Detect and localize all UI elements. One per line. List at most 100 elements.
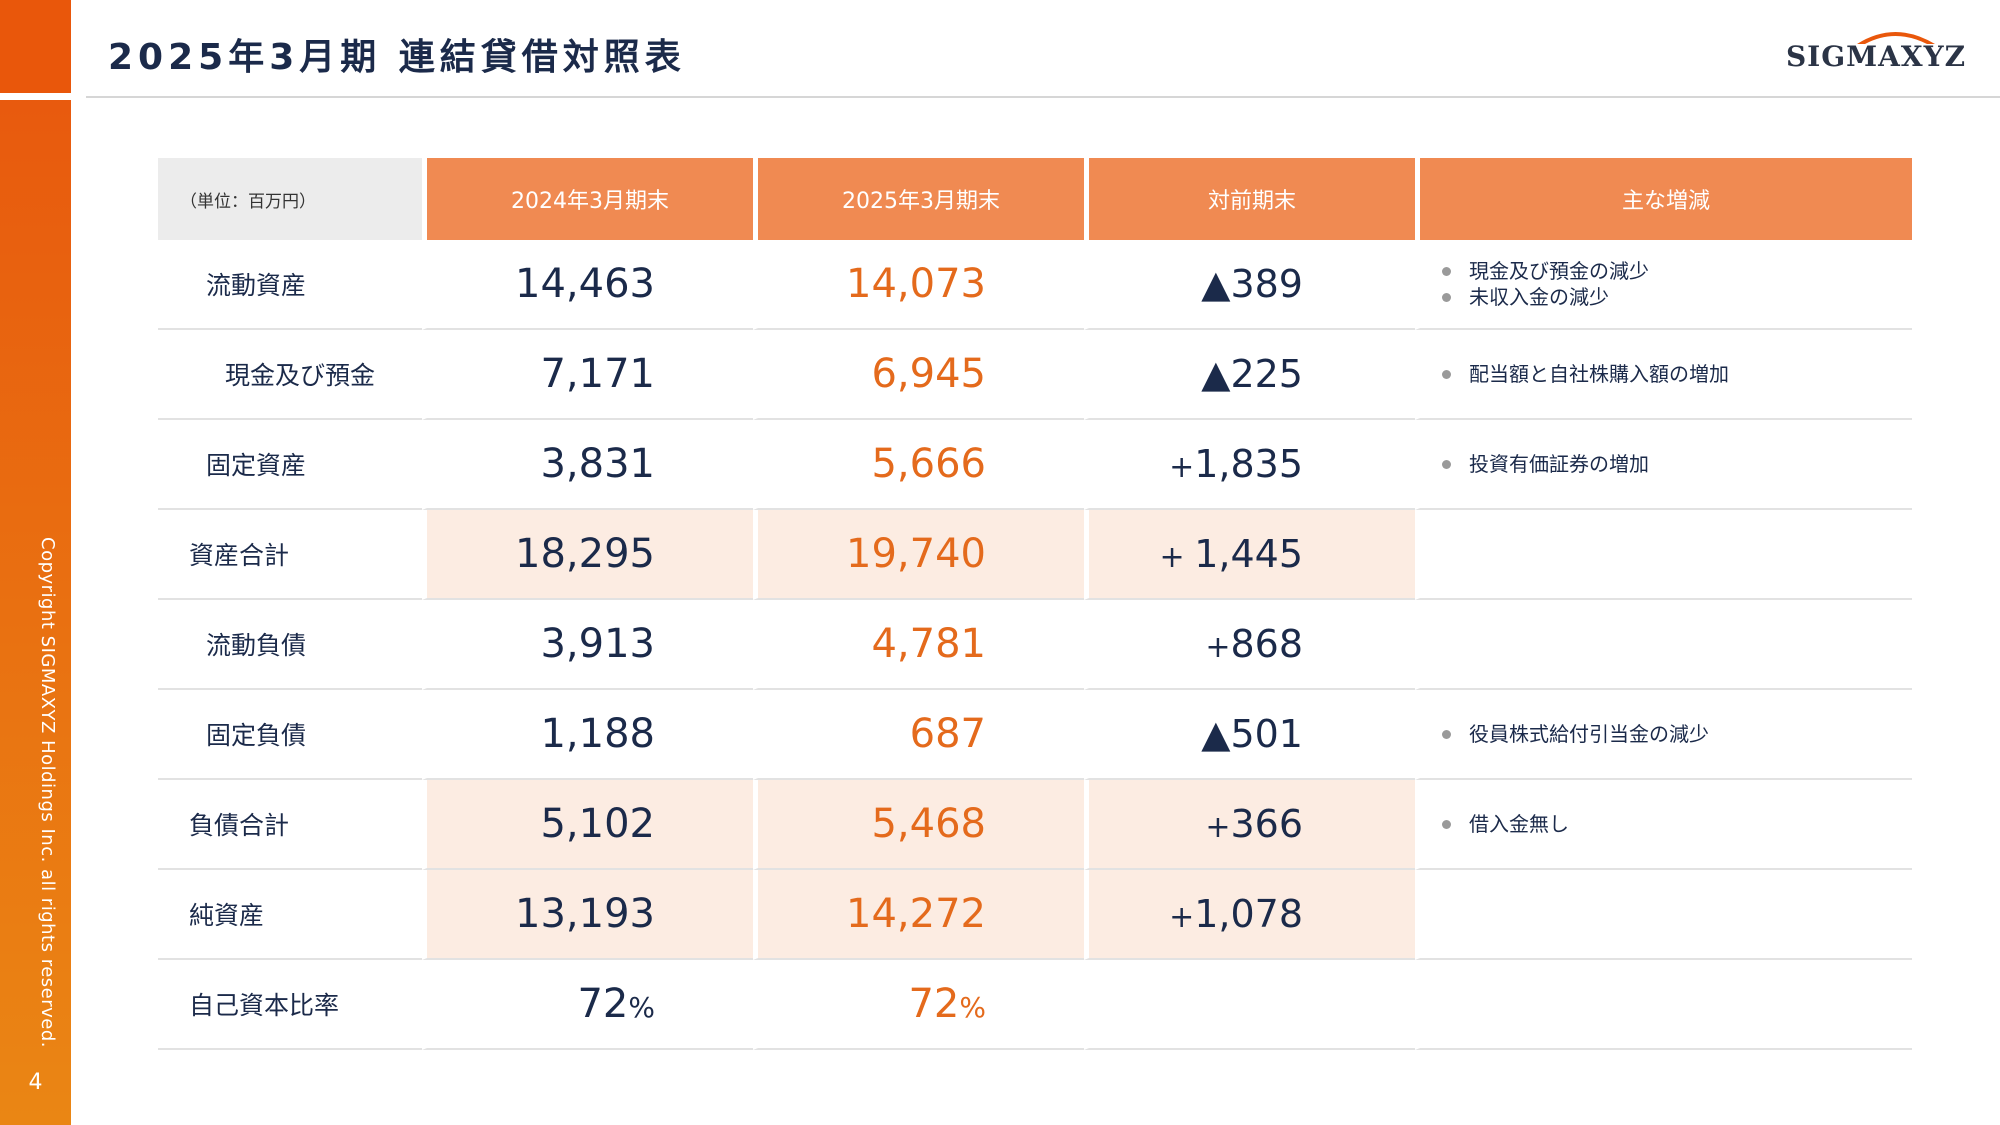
bullet-icon (1442, 266, 1451, 276)
page-number: 4 (28, 1070, 43, 1095)
prev-value: 13,193 (422, 870, 753, 960)
bullet-icon (1442, 292, 1451, 302)
bullet-icon (1442, 369, 1451, 379)
prev-value: 3,913 (422, 600, 753, 690)
diff-sign: + (1159, 540, 1195, 575)
note-text: 役員株式給付引当金の減少 (1469, 722, 1709, 746)
title-divider (86, 96, 2000, 98)
logo-text: SIGMAXYZ (1785, 40, 1967, 73)
notes-cell (1415, 600, 1912, 690)
col-header-notes: 主な増減 (1415, 158, 1912, 240)
diff-sign: + (1205, 810, 1231, 845)
prev-value: 14,463 (422, 240, 753, 330)
unit-header: （単位：百万円） (158, 158, 422, 240)
table-row: 自己資本比率 72% 72% (158, 960, 1912, 1050)
prev-number: 72 (577, 981, 629, 1027)
note-text: 未収入金の減少 (1469, 285, 1609, 309)
prev-value: 7,171 (422, 330, 753, 420)
cur-value: 19,740 (753, 510, 1084, 600)
notes-cell: 投資有価証券の増加 (1415, 420, 1912, 510)
prev-value: 18,295 (422, 510, 753, 600)
prev-value: 1,188 (422, 690, 753, 780)
note-item: 投資有価証券の増加 (1442, 451, 1912, 477)
diff-sign: + (1169, 900, 1195, 935)
note-text: 投資有価証券の増加 (1469, 452, 1649, 476)
note-item: 借入金無し (1442, 811, 1912, 837)
cur-value: 14,272 (753, 870, 1084, 960)
note-item: 未収入金の減少 (1442, 284, 1912, 310)
percent-unit: % (628, 991, 655, 1024)
accent-block (0, 0, 71, 93)
note-text: 借入金無し (1469, 812, 1569, 836)
diff-number: 1,078 (1194, 892, 1303, 936)
diff-value: + 1,445 (1084, 510, 1415, 600)
col-header-diff: 対前期末 (1084, 158, 1415, 240)
balance-sheet-table: （単位：百万円） 2024年3月期末 2025年3月期末 対前期末 主な増減 流… (158, 158, 1912, 1050)
cur-value: 6,945 (753, 330, 1084, 420)
table-header-row: （単位：百万円） 2024年3月期末 2025年3月期末 対前期末 主な増減 (158, 158, 1912, 240)
diff-value: +1,078 (1084, 870, 1415, 960)
diff-sign: + (1205, 630, 1231, 665)
cur-value: 687 (753, 690, 1084, 780)
diff-value: +1,835 (1084, 420, 1415, 510)
row-label: 純資産 (158, 870, 422, 960)
cur-value: 5,468 (753, 780, 1084, 870)
row-label: 流動資産 (158, 240, 422, 330)
diff-value: +868 (1084, 600, 1415, 690)
diff-value: ▲389 (1084, 240, 1415, 330)
diff-value (1084, 960, 1415, 1050)
table-row: 流動資産 14,463 14,073 ▲389 現金及び預金の減少 未収入金の減… (158, 240, 1912, 330)
row-label: 固定資産 (158, 420, 422, 510)
row-label: 自己資本比率 (158, 960, 422, 1050)
col-header-cur: 2025年3月期末 (753, 158, 1084, 240)
table-row: 現金及び預金 7,171 6,945 ▲225 配当額と自社株購入額の増加 (158, 330, 1912, 420)
diff-value: ▲225 (1084, 330, 1415, 420)
row-label: 負債合計 (158, 780, 422, 870)
prev-value: 3,831 (422, 420, 753, 510)
bullet-icon (1442, 459, 1451, 469)
company-logo: SIGMAXYZ (1785, 24, 1967, 74)
row-label: 固定負債 (158, 690, 422, 780)
diff-value: +366 (1084, 780, 1415, 870)
bullet-icon (1442, 819, 1451, 829)
table-row: 純資産 13,193 14,272 +1,078 (158, 870, 1912, 960)
notes-cell (1415, 870, 1912, 960)
table-row: 負債合計 5,102 5,468 +366 借入金無し (158, 780, 1912, 870)
notes-cell: 配当額と自社株購入額の増加 (1415, 330, 1912, 420)
copyright: Copyright SIGMAXYZ Holdings Inc. all rig… (37, 537, 58, 1048)
row-label: 資産合計 (158, 510, 422, 600)
table-row: 資産合計 18,295 19,740 + 1,445 (158, 510, 1912, 600)
row-label: 流動負債 (158, 600, 422, 690)
table-row: 固定資産 3,831 5,666 +1,835 投資有価証券の増加 (158, 420, 1912, 510)
diff-number: 366 (1230, 802, 1303, 846)
prev-value: 72% (422, 960, 753, 1050)
cur-value: 72% (753, 960, 1084, 1050)
note-item: 役員株式給付引当金の減少 (1442, 721, 1912, 747)
page-title: 2025年3月期 連結貸借対照表 (108, 37, 686, 78)
notes-cell: 役員株式給付引当金の減少 (1415, 690, 1912, 780)
col-header-prev: 2024年3月期末 (422, 158, 753, 240)
prev-value: 5,102 (422, 780, 753, 870)
percent-unit: % (959, 991, 986, 1024)
notes-cell: 現金及び預金の減少 未収入金の減少 (1415, 240, 1912, 330)
cur-number: 72 (908, 981, 960, 1027)
cur-value: 4,781 (753, 600, 1084, 690)
notes-cell (1415, 510, 1912, 600)
bullet-icon (1442, 729, 1451, 739)
diff-number: 868 (1230, 622, 1303, 666)
note-item: 現金及び預金の減少 (1442, 258, 1912, 284)
note-item: 配当額と自社株購入額の増加 (1442, 361, 1912, 387)
side-bar (0, 100, 71, 1125)
diff-number: 1,835 (1194, 442, 1303, 486)
cur-value: 14,073 (753, 240, 1084, 330)
note-text: 現金及び預金の減少 (1469, 259, 1649, 283)
diff-sign: + (1169, 450, 1195, 485)
diff-number: 1,445 (1194, 532, 1303, 576)
note-text: 配当額と自社株購入額の増加 (1469, 362, 1729, 386)
notes-cell: 借入金無し (1415, 780, 1912, 870)
table-row: 流動負債 3,913 4,781 +868 (158, 600, 1912, 690)
cur-value: 5,666 (753, 420, 1084, 510)
table-row: 固定負債 1,188 687 ▲501 役員株式給付引当金の減少 (158, 690, 1912, 780)
row-label: 現金及び預金 (158, 330, 422, 420)
diff-value: ▲501 (1084, 690, 1415, 780)
